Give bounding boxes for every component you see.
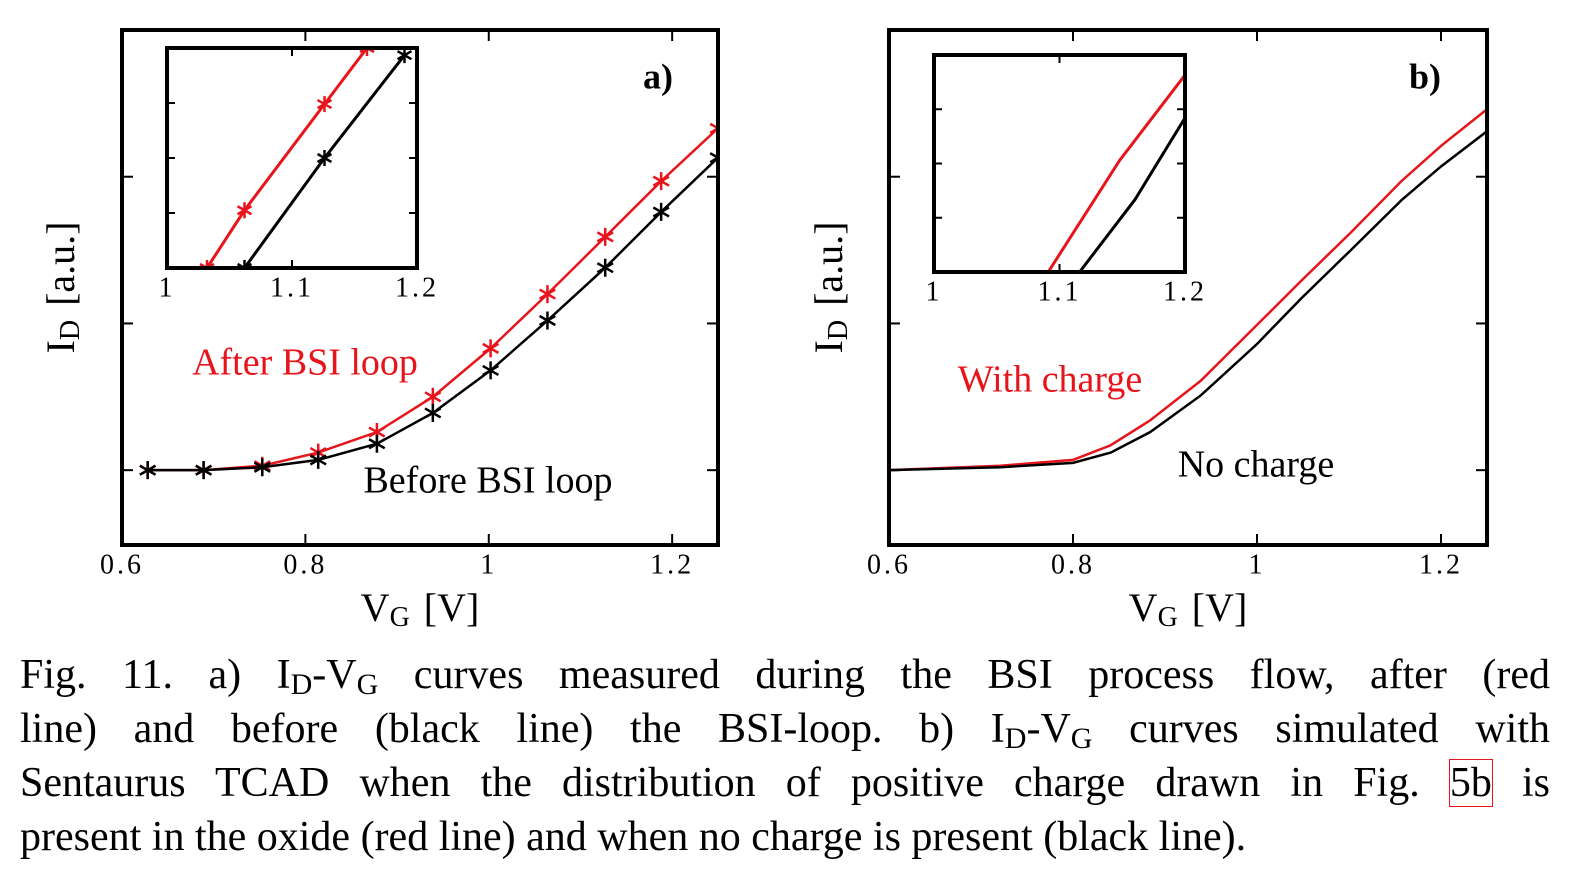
plot-background bbox=[934, 55, 1185, 272]
marker bbox=[309, 450, 327, 469]
caption-text: Fig. 11. a) I bbox=[20, 652, 291, 698]
x-tick-label: 0.6 bbox=[867, 549, 911, 580]
marker bbox=[316, 96, 333, 113]
marker bbox=[538, 285, 556, 304]
caption-subscript: D bbox=[290, 668, 313, 701]
marker bbox=[482, 339, 500, 358]
caption-line: Fig. 11. a) ID-VG curves measured during… bbox=[20, 648, 1550, 702]
x-tick-label: 1.1 bbox=[270, 272, 314, 303]
marker bbox=[538, 311, 556, 330]
series-line bbox=[889, 130, 1487, 472]
panel-label: a) bbox=[643, 56, 673, 96]
caption-text: Sentaurus TCAD when the distribution of … bbox=[20, 760, 1450, 806]
label-unit: [V] bbox=[424, 585, 480, 630]
series-line bbox=[205, 48, 369, 268]
x-tick-label: 1 bbox=[926, 276, 943, 307]
frame bbox=[120, 28, 720, 547]
plot-area bbox=[1046, 74, 1185, 272]
series-line bbox=[1078, 117, 1185, 272]
caption-line: Sentaurus TCAD when the distribution of … bbox=[20, 756, 1550, 810]
panel-label: b) bbox=[1409, 56, 1441, 96]
marker bbox=[236, 202, 253, 219]
marker bbox=[424, 403, 442, 422]
label-unit: [a.u.] bbox=[38, 222, 83, 306]
x-tick-label: 1.2 bbox=[1419, 549, 1463, 580]
marker bbox=[652, 172, 670, 191]
marker bbox=[652, 202, 670, 221]
x-tick-label: 1 bbox=[480, 549, 497, 580]
caption-text: curves simulated with bbox=[1092, 706, 1550, 752]
figure: 0.6 0.8 1 1.2 a) After BSI loop Before BSI loo… bbox=[38, 28, 1489, 633]
annotation: Before BSI loop bbox=[363, 460, 612, 502]
marker bbox=[709, 119, 718, 138]
axis-label: ID [a.u.] bbox=[38, 222, 86, 354]
annotation: After BSI loop bbox=[192, 342, 418, 384]
x-tick-label: 1.2 bbox=[1163, 276, 1207, 307]
caption-line: present in the oxide (red line) and when… bbox=[20, 810, 1550, 864]
axis-label: ID [a.u.] bbox=[806, 222, 854, 354]
annotation: With charge bbox=[958, 359, 1143, 401]
caption-text: present in the oxide (red line) and when… bbox=[20, 814, 1247, 860]
caption-text: curves measured during the BSI process f… bbox=[378, 652, 1550, 698]
x-tick-label: 0.8 bbox=[1051, 549, 1095, 580]
marker bbox=[316, 150, 333, 166]
plot-area bbox=[139, 119, 718, 480]
marker bbox=[709, 148, 718, 167]
x-tick-label: 1 bbox=[1249, 549, 1266, 580]
caption-text: -V bbox=[312, 652, 357, 698]
marker bbox=[253, 458, 271, 477]
x-tick-label: 0.6 bbox=[100, 549, 144, 580]
marker bbox=[424, 387, 442, 406]
axis-label: VG [V] bbox=[1129, 585, 1248, 633]
plot-area bbox=[889, 108, 1487, 472]
label-sub: G bbox=[390, 602, 410, 633]
caption-subscript: G bbox=[356, 668, 379, 701]
label-main: V bbox=[361, 585, 390, 630]
caption-line: line) and before (black line) the BSI-lo… bbox=[20, 702, 1550, 756]
figure-link[interactable]: 5b bbox=[1448, 759, 1493, 807]
caption-subscript: D bbox=[1004, 722, 1027, 755]
marker bbox=[236, 260, 253, 268]
x-tick-label: 1.1 bbox=[1038, 276, 1082, 307]
axis-label: VG [V] bbox=[361, 585, 480, 633]
series-line bbox=[889, 108, 1487, 472]
marker bbox=[199, 260, 215, 268]
frame bbox=[887, 28, 1489, 547]
label-main: V bbox=[1129, 585, 1158, 630]
label-sub: G bbox=[1158, 602, 1178, 633]
marker bbox=[482, 361, 500, 380]
series-line bbox=[1046, 74, 1185, 272]
marker bbox=[596, 258, 614, 277]
caption-text: line) and before (black line) the BSI-lo… bbox=[20, 706, 1005, 752]
caption-subscript: G bbox=[1070, 722, 1093, 755]
marker bbox=[139, 461, 157, 480]
label-main: I bbox=[806, 340, 851, 353]
caption: Fig. 11. a) ID-VG curves measured during… bbox=[20, 648, 1550, 864]
x-tick-label: 0.8 bbox=[283, 549, 327, 580]
annotation: No charge bbox=[1178, 444, 1335, 486]
marker bbox=[596, 227, 614, 246]
label-sub: D bbox=[55, 320, 86, 340]
caption-text: is bbox=[1491, 760, 1550, 806]
label-unit: [a.u.] bbox=[806, 222, 851, 306]
x-tick-label: 1 bbox=[159, 272, 176, 303]
label-unit: [V] bbox=[1192, 585, 1248, 630]
marker bbox=[195, 461, 213, 480]
marker bbox=[359, 48, 375, 56]
caption-text: -V bbox=[1026, 706, 1071, 752]
x-tick-label: 1.2 bbox=[650, 549, 694, 580]
marker bbox=[368, 434, 386, 453]
plot-background bbox=[167, 48, 417, 268]
x-tick-label: 1.2 bbox=[395, 272, 439, 303]
label-sub: D bbox=[823, 320, 854, 340]
plot-area bbox=[199, 48, 413, 268]
label-main: I bbox=[38, 340, 83, 353]
